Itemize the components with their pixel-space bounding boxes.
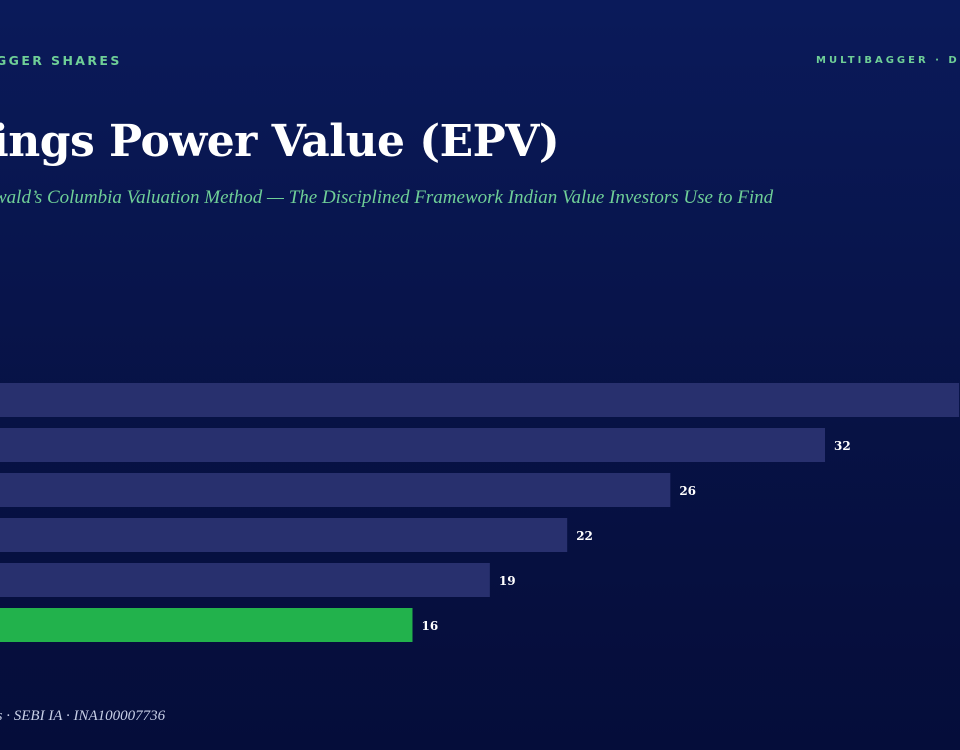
bar-value-label-2: 26	[679, 484, 696, 498]
bar-5	[0, 608, 413, 642]
bar-value-label-1: 32	[834, 439, 851, 453]
bar-value-label-3: 22	[576, 529, 593, 543]
bar-0	[0, 383, 960, 417]
bar-2	[0, 473, 671, 507]
bar-value-label-4: 19	[499, 574, 516, 588]
bar-1	[0, 428, 825, 462]
footer-disclaimer: es · SEBI IA · INA100007736	[0, 708, 166, 724]
page-subtitle: wald’s Columbia Valuation Method — The D…	[0, 187, 774, 208]
bar-value-label-5: 16	[422, 619, 439, 633]
brand-header-left: GGER SHARES	[0, 53, 122, 68]
page-title: ings Power Value (EPV)	[0, 116, 560, 167]
bar-3	[0, 518, 568, 552]
bar-4	[0, 563, 490, 597]
brand-header-right: MULTIBAGGER · D	[816, 55, 960, 66]
